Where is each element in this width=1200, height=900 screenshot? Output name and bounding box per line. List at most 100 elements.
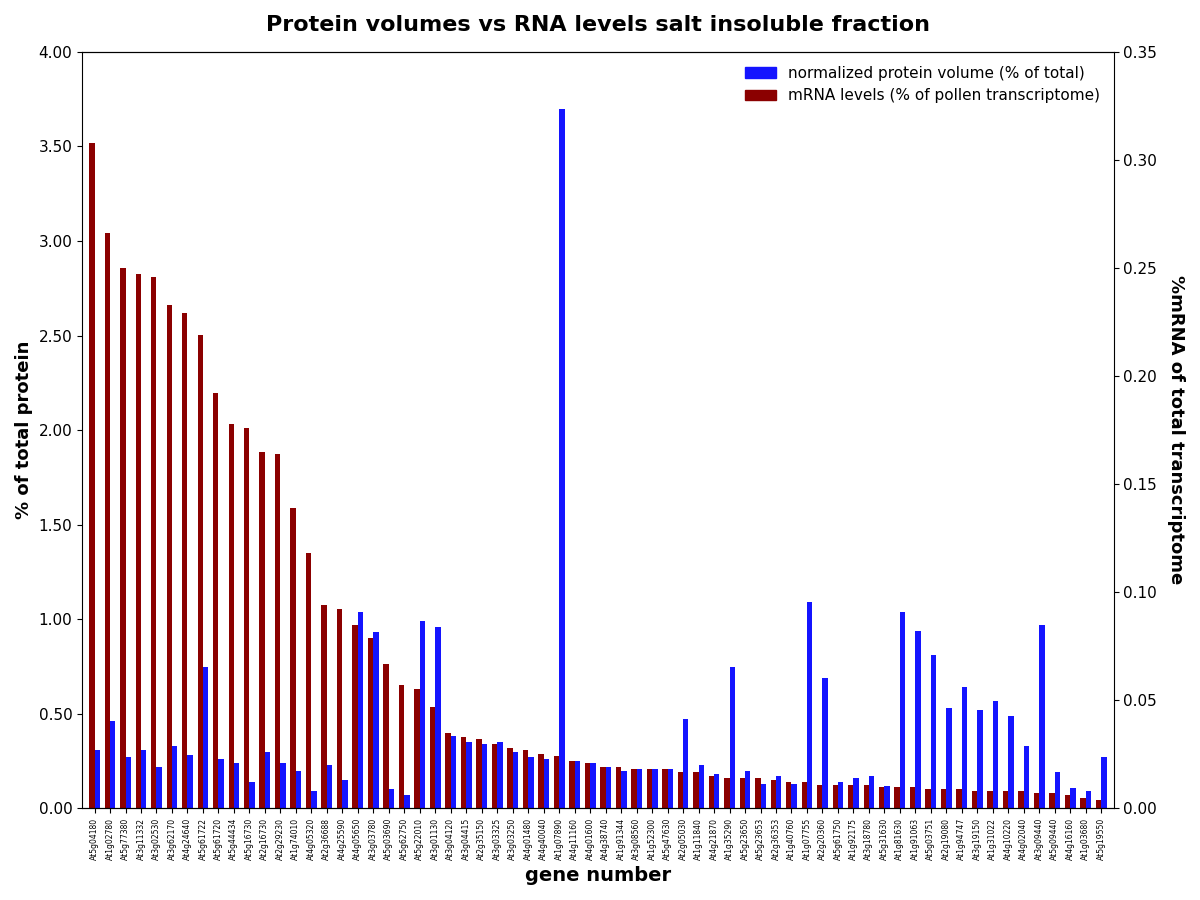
Bar <box>770 780 776 808</box>
Bar <box>218 760 224 808</box>
Bar <box>977 710 983 808</box>
Bar <box>662 770 667 808</box>
Bar <box>203 667 209 808</box>
Bar <box>523 750 528 808</box>
Bar <box>786 782 792 808</box>
Bar <box>1003 791 1008 808</box>
Bar <box>136 274 142 808</box>
Bar <box>244 428 250 808</box>
Bar <box>678 771 683 808</box>
Bar <box>481 744 487 808</box>
Bar <box>275 454 281 808</box>
Bar <box>512 752 518 808</box>
Bar <box>709 776 714 808</box>
Bar <box>337 609 342 808</box>
Bar <box>730 667 734 808</box>
Bar <box>539 754 544 808</box>
Bar <box>869 776 875 808</box>
Bar <box>167 305 172 808</box>
Bar <box>600 768 606 808</box>
Bar <box>172 746 178 808</box>
Bar <box>259 452 265 808</box>
Bar <box>992 700 998 808</box>
Bar <box>962 688 967 808</box>
Bar <box>631 770 637 808</box>
Bar <box>290 508 296 808</box>
Bar <box>575 761 580 808</box>
Bar <box>389 789 395 808</box>
Bar <box>430 706 436 808</box>
Bar <box>569 760 575 808</box>
Bar <box>326 765 332 808</box>
Bar <box>451 736 456 808</box>
Bar <box>941 789 947 808</box>
Bar <box>947 708 952 808</box>
Bar <box>652 769 658 808</box>
Bar <box>151 276 156 808</box>
Bar <box>142 750 146 808</box>
Bar <box>373 633 379 808</box>
Bar <box>838 782 844 808</box>
Bar <box>584 763 590 808</box>
Bar <box>126 757 131 808</box>
Bar <box>342 780 348 808</box>
Bar <box>368 637 373 808</box>
Bar <box>667 769 673 808</box>
Bar <box>528 757 534 808</box>
Bar <box>910 787 916 808</box>
Bar <box>250 782 254 808</box>
Bar <box>622 770 626 808</box>
Bar <box>1055 772 1060 808</box>
Bar <box>234 763 239 808</box>
Title: Protein volumes vs RNA levels salt insoluble fraction: Protein volumes vs RNA levels salt insol… <box>266 15 930 35</box>
Bar <box>925 789 931 808</box>
Bar <box>1086 791 1091 808</box>
Bar <box>467 742 472 808</box>
Bar <box>714 774 720 808</box>
Bar <box>694 771 698 808</box>
Bar <box>931 655 936 808</box>
Bar <box>1024 746 1030 808</box>
Bar <box>414 689 420 808</box>
Bar <box>436 626 440 808</box>
Bar <box>492 743 497 808</box>
Bar <box>544 760 550 808</box>
Bar <box>647 770 652 808</box>
Bar <box>833 785 838 808</box>
Bar <box>848 785 853 808</box>
Bar <box>497 742 503 808</box>
Y-axis label: %mRNA of total transcriptome: %mRNA of total transcriptome <box>1166 275 1186 585</box>
Bar <box>120 268 126 808</box>
Bar <box>281 763 286 808</box>
Bar <box>745 770 750 808</box>
Bar <box>228 424 234 808</box>
Bar <box>1096 800 1102 808</box>
Bar <box>353 625 358 808</box>
X-axis label: gene number: gene number <box>524 866 671 885</box>
Bar <box>383 663 389 808</box>
Bar <box>461 737 467 808</box>
Bar <box>306 554 311 808</box>
Bar <box>972 791 977 808</box>
Bar <box>776 776 781 808</box>
Bar <box>900 612 905 808</box>
Bar <box>792 784 797 808</box>
Bar <box>637 769 642 808</box>
Y-axis label: % of total protein: % of total protein <box>14 341 34 519</box>
Bar <box>817 785 822 808</box>
Bar <box>606 767 611 808</box>
Bar <box>198 335 203 808</box>
Bar <box>358 612 364 808</box>
Bar <box>398 685 404 808</box>
Bar <box>683 719 689 808</box>
Bar <box>104 233 110 808</box>
Bar <box>214 393 218 808</box>
Bar <box>156 767 162 808</box>
Bar <box>1039 625 1045 808</box>
Bar <box>616 768 622 808</box>
Bar <box>476 739 481 808</box>
Bar <box>404 795 409 808</box>
Bar <box>553 757 559 808</box>
Bar <box>1034 793 1039 808</box>
Bar <box>698 765 704 808</box>
